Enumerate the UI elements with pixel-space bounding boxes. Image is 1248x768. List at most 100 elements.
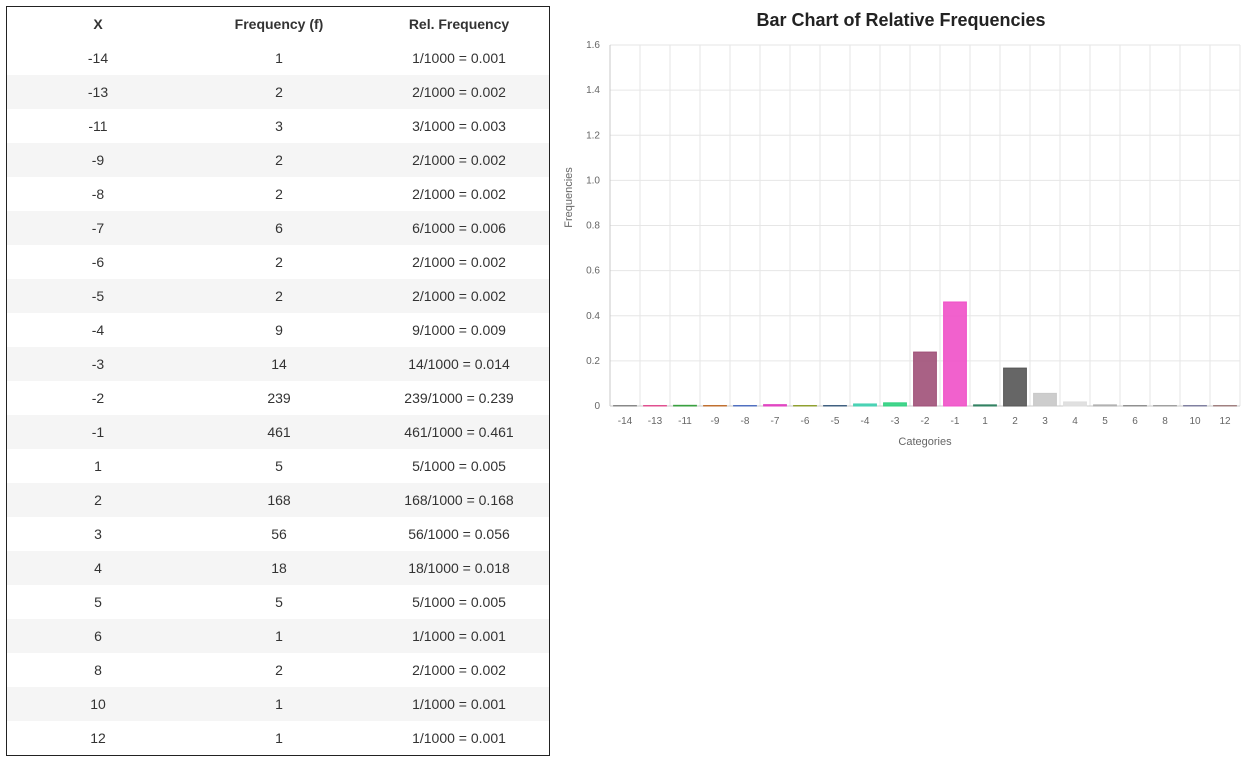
cell-frequency: 1: [275, 696, 283, 712]
y-tick-label: 1.4: [586, 85, 600, 96]
table-row: -9 2 2/1000 = 0.002: [7, 143, 549, 177]
cell-frequency: 461: [267, 424, 291, 440]
y-tick-label: 0.6: [586, 266, 600, 277]
x-tick-label: -4: [861, 416, 870, 427]
x-tick-label: 3: [1042, 416, 1048, 427]
cell-rel-frequency: 56/1000 = 0.056: [408, 526, 510, 542]
x-tick-label: -8: [741, 416, 750, 427]
table-row: -14 1 1/1000 = 0.001: [7, 41, 549, 75]
cell-rel-frequency: 1/1000 = 0.001: [412, 628, 506, 644]
x-tick-label: 1: [982, 416, 988, 427]
cell-x: -3: [91, 356, 105, 372]
bar: [913, 351, 937, 407]
cell-frequency: 5: [275, 458, 283, 474]
cell-rel-frequency: 168/1000 = 0.168: [404, 492, 514, 508]
bar: [1003, 367, 1027, 407]
cell-x: 3: [94, 526, 102, 542]
cell-frequency: 2: [275, 254, 283, 270]
cell-x: -9: [91, 152, 105, 168]
cell-x: -8: [91, 186, 105, 202]
cell-rel-frequency: 18/1000 = 0.018: [408, 560, 510, 576]
frequency-table: X Frequency (f) Rel. Frequency -14 1 1/100…: [7, 7, 549, 755]
cell-rel-frequency: 2/1000 = 0.002: [412, 288, 506, 304]
cell-frequency: 2: [275, 152, 283, 168]
bar: [643, 405, 667, 407]
cell-x: -2: [91, 390, 105, 406]
cell-x: 6: [94, 628, 102, 644]
y-tick-label: 1.6: [586, 40, 600, 51]
x-tick-label: 10: [1189, 416, 1201, 427]
cell-rel-frequency: 9/1000 = 0.009: [412, 322, 506, 338]
cell-rel-frequency: 2/1000 = 0.002: [412, 186, 506, 202]
cell-frequency: 18: [271, 560, 287, 576]
cell-rel-frequency: 2/1000 = 0.002: [412, 152, 506, 168]
cell-x: -5: [91, 288, 105, 304]
table-row: 6 1 1/1000 = 0.001: [7, 619, 549, 653]
bar: [1093, 404, 1117, 407]
table-row: -11 3 3/1000 = 0.003: [7, 109, 549, 143]
bar: [703, 405, 727, 407]
x-tick-label: 12: [1219, 416, 1231, 427]
table-row: -5 2 2/1000 = 0.002: [7, 279, 549, 313]
bar: [1153, 405, 1177, 407]
x-tick-label: -14: [618, 416, 633, 427]
cell-rel-frequency: 5/1000 = 0.005: [412, 458, 506, 474]
bar: [1033, 392, 1057, 407]
y-axis-title: Frequencies: [563, 167, 575, 228]
bar-chart: 00.20.40.60.81.01.21.41.6-14 -13 -11 -9 -8 -7…: [563, 40, 1241, 448]
bar: [1183, 405, 1207, 407]
table-header-row: X Frequency (f) Rel. Frequency: [7, 7, 549, 41]
table-row: 4 18 18/1000 = 0.018: [7, 551, 549, 585]
x-tick-label: -1: [951, 416, 960, 427]
table-row: 2 168 168/1000 = 0.168: [7, 483, 549, 517]
header-x: X: [93, 16, 103, 32]
cell-rel-frequency: 461/1000 = 0.461: [404, 424, 514, 440]
x-tick-label: -9: [711, 416, 720, 427]
bar: [973, 404, 997, 407]
bar: [823, 405, 847, 407]
cell-x: -6: [91, 254, 105, 270]
bar: [763, 404, 787, 407]
cell-x: 12: [90, 730, 106, 746]
bar: [853, 403, 877, 407]
x-tick-label: 6: [1132, 416, 1138, 427]
cell-rel-frequency: 1/1000 = 0.001: [412, 730, 506, 746]
y-tick-label: 0.2: [586, 356, 600, 367]
bar: [1123, 405, 1147, 407]
cell-frequency: 9: [275, 322, 283, 338]
cell-rel-frequency: 239/1000 = 0.239: [404, 390, 514, 406]
cell-x: 1: [94, 458, 102, 474]
bar: [733, 405, 757, 407]
bar: [673, 404, 697, 407]
cell-frequency: 1: [275, 50, 283, 66]
table-row: -7 6 6/1000 = 0.006: [7, 211, 549, 245]
cell-frequency: 1: [275, 730, 283, 746]
table-row: -13 2 2/1000 = 0.002: [7, 75, 549, 109]
bar: [1063, 401, 1087, 407]
chart-title: Bar Chart of Relative Frequencies: [756, 10, 1046, 30]
cell-frequency: 168: [267, 492, 291, 508]
table-row: -4 9 9/1000 = 0.009: [7, 313, 549, 347]
cell-rel-frequency: 1/1000 = 0.001: [412, 50, 506, 66]
bar: [793, 405, 817, 407]
cell-rel-frequency: 1/1000 = 0.001: [412, 696, 506, 712]
x-tick-label: 4: [1072, 416, 1078, 427]
cell-x: -4: [91, 322, 105, 338]
cell-x: 10: [90, 696, 106, 712]
table-row: -1 461 461/1000 = 0.461: [7, 415, 549, 449]
table-row: 3 56 56/1000 = 0.056: [7, 517, 549, 551]
cell-frequency: 5: [275, 594, 283, 610]
cell-rel-frequency: 2/1000 = 0.002: [412, 84, 506, 100]
cell-rel-frequency: 2/1000 = 0.002: [412, 254, 506, 270]
cell-frequency: 14: [271, 356, 287, 372]
cell-rel-frequency: 2/1000 = 0.002: [412, 662, 506, 678]
cell-x: -7: [91, 220, 105, 236]
x-tick-label: -3: [891, 416, 900, 427]
y-tick-label: 0: [594, 401, 600, 412]
y-tick-label: 1.2: [586, 130, 600, 141]
cell-frequency: 3: [275, 118, 283, 134]
frequency-table-container: X Frequency (f) Rel. Frequency -14 1 1/100…: [6, 6, 550, 756]
cell-x: -14: [87, 50, 109, 66]
x-tick-label: 8: [1162, 416, 1168, 427]
bar: [1213, 405, 1237, 407]
